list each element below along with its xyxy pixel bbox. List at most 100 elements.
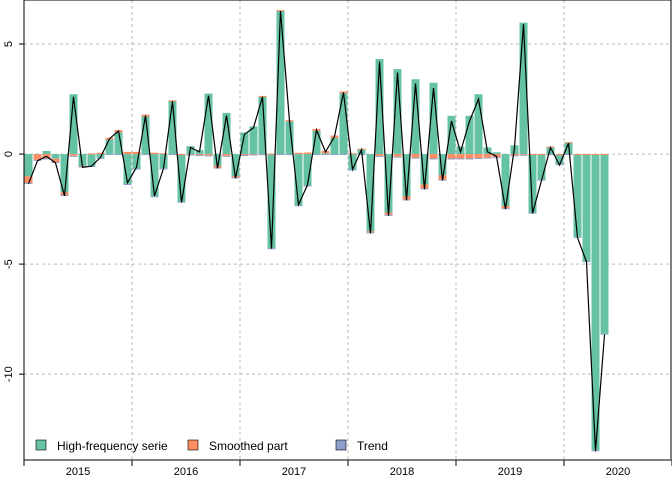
x-tick-label: 2015	[66, 466, 90, 478]
bar-smoothed	[222, 154, 231, 156]
bars	[24, 10, 609, 452]
bar-smoothed	[483, 154, 492, 158]
y-tick-label: -10	[3, 366, 15, 382]
bar-high-frequency	[69, 94, 78, 155]
bar-high-frequency	[600, 154, 609, 334]
bar-trend	[267, 248, 276, 250]
line-total	[27, 10, 606, 452]
bar-high-frequency	[582, 154, 591, 262]
bar-high-frequency	[492, 152, 501, 155]
bar-trend	[123, 184, 132, 185]
bar-high-frequency	[285, 121, 294, 155]
legend-item-high-frequency: High-frequency serie	[35, 439, 168, 453]
bar-high-frequency	[465, 115, 474, 155]
bar-smoothed	[33, 154, 42, 160]
bar-smoothed	[393, 154, 402, 157]
bar-smoothed	[195, 154, 204, 156]
y-tick-label: 0	[3, 151, 15, 157]
bar-trend	[168, 154, 177, 156]
bar-high-frequency	[447, 115, 456, 155]
bar-high-frequency	[141, 116, 150, 155]
bar-high-frequency	[249, 126, 258, 155]
bar-high-frequency	[132, 154, 141, 169]
bar-high-frequency	[384, 154, 393, 213]
bar-smoothed	[240, 154, 249, 156]
bar-smoothed	[510, 154, 519, 156]
bar-high-frequency	[420, 154, 429, 185]
bar-trend	[114, 154, 123, 156]
bar-trend	[546, 154, 555, 156]
bar-trend	[456, 158, 465, 160]
bar-smoothed	[492, 154, 501, 158]
bar-trend	[285, 154, 294, 156]
bar-high-frequency	[123, 154, 132, 184]
bar-high-frequency	[573, 154, 582, 237]
legend-label: Smoothed part	[209, 439, 288, 453]
bar-smoothed	[591, 154, 600, 156]
bar-smoothed	[303, 152, 312, 155]
bar-high-frequency	[375, 58, 384, 155]
bar-high-frequency	[393, 69, 402, 155]
bar-high-frequency	[258, 95, 267, 155]
bar-high-frequency	[177, 154, 186, 202]
bar-high-frequency	[159, 154, 168, 169]
bar-trend	[510, 155, 519, 157]
bar-high-frequency	[438, 154, 447, 176]
bar-high-frequency	[330, 137, 339, 155]
bar-smoothed	[168, 100, 177, 102]
bar-smoothed	[123, 151, 132, 155]
bar-high-frequency	[519, 22, 528, 155]
bar-smoothed	[348, 153, 357, 155]
bar-smoothed	[537, 154, 546, 156]
bar-smoothed	[573, 154, 582, 156]
y-tick-label: -5	[3, 259, 15, 269]
bar-smoothed	[24, 176, 33, 183]
bar-high-frequency	[429, 82, 438, 155]
legend-item-smoothed: Smoothed part	[187, 439, 288, 453]
bar-smoothed	[294, 152, 303, 155]
bar-smoothed	[465, 154, 474, 159]
bar-high-frequency	[87, 154, 96, 166]
bar-smoothed	[519, 154, 528, 156]
bar-high-frequency	[105, 139, 114, 155]
bar-trend	[105, 154, 114, 156]
bar-smoothed	[528, 154, 537, 156]
bar-trend	[375, 155, 384, 157]
bar-trend	[321, 154, 330, 156]
bar-high-frequency	[474, 94, 483, 155]
bar-high-frequency	[60, 154, 69, 193]
bar-trend	[393, 156, 402, 158]
bar-high-frequency	[591, 154, 600, 451]
bar-high-frequency	[366, 154, 375, 232]
legend-label: High-frequency serie	[57, 439, 168, 453]
x-tick-label: 2019	[498, 466, 522, 478]
bar-trend	[69, 155, 78, 157]
bar-trend	[564, 154, 573, 156]
bar-smoothed	[555, 154, 564, 156]
bar-high-frequency	[276, 11, 285, 155]
bar-high-frequency	[231, 154, 240, 177]
bar-trend	[483, 157, 492, 159]
bar-high-frequency	[240, 132, 249, 155]
x-tick-label: 2020	[606, 466, 630, 478]
bar-high-frequency	[501, 154, 510, 207]
bar-high-frequency	[402, 154, 411, 197]
bar-smoothed	[411, 154, 420, 158]
bar-high-frequency	[294, 154, 303, 206]
bar-trend	[96, 157, 105, 159]
bar-smoothed	[564, 142, 573, 144]
bar-high-frequency	[213, 154, 222, 166]
bar-smoothed	[375, 154, 384, 156]
bar-trend	[339, 154, 348, 156]
bar-trend	[276, 154, 285, 156]
bar-trend	[312, 154, 321, 156]
bar-smoothed	[276, 10, 285, 12]
bar-high-frequency	[168, 100, 177, 155]
bar-smoothed	[150, 152, 159, 155]
bar-smoothed	[177, 154, 186, 156]
legend-item-trend: Trend	[335, 439, 388, 453]
bar-high-frequency	[51, 154, 60, 159]
bar-smoothed	[159, 153, 168, 155]
bar-high-frequency	[348, 154, 357, 170]
bar-smoothed	[429, 154, 438, 159]
